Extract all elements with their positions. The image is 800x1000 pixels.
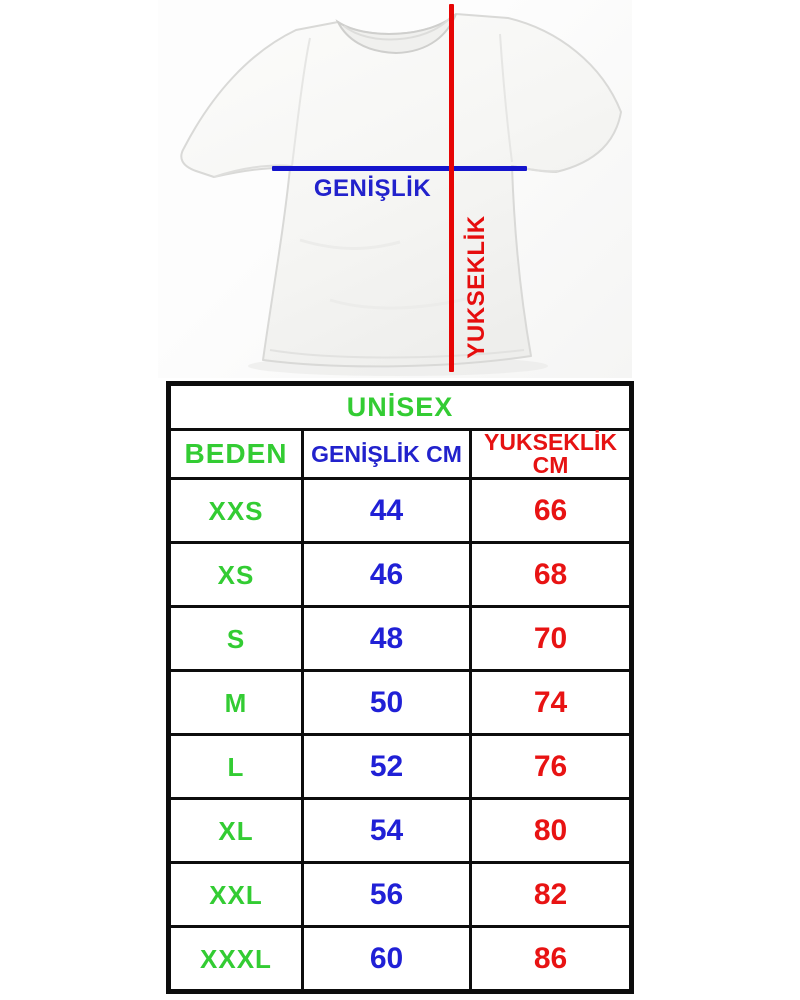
height-measure-line [449, 4, 454, 372]
tshirt-image [180, 13, 622, 376]
size-cell: XXS [167, 477, 304, 544]
size-cell: M [167, 669, 304, 736]
table-title-row: UNİSEX [166, 382, 634, 431]
width-cell: 48 [301, 605, 472, 672]
column-header-width-cm: GENİŞLİK CM [301, 428, 472, 480]
width-cell: 46 [301, 541, 472, 608]
table-row: M 50 74 [167, 669, 634, 736]
width-cell: 54 [301, 797, 472, 864]
size-cell: XXXL [167, 925, 304, 993]
table-row: XXS 44 66 [167, 477, 634, 544]
size-cell: S [167, 605, 304, 672]
height-cell: 66 [468, 477, 634, 544]
height-cell: 70 [468, 605, 634, 672]
height-cell: 76 [468, 733, 634, 800]
size-cell: XS [167, 541, 304, 608]
width-cell: 50 [301, 669, 472, 736]
width-cell: 44 [301, 477, 472, 544]
table-title: UNİSEX [166, 382, 634, 431]
table-row: XL 54 80 [167, 797, 634, 864]
width-cell: 52 [301, 733, 472, 800]
width-cell: 56 [301, 861, 472, 928]
table-row: XXXL 60 86 [167, 925, 634, 993]
size-guide-illustration: GENİŞLİK YUKSEKLİK [0, 0, 800, 380]
height-measure-label: YUKSEKLİK [463, 215, 490, 359]
width-cell: 60 [301, 925, 472, 993]
table-row: XS 46 68 [167, 541, 634, 608]
column-header-height-cm: YUKSEKLİK CM [468, 428, 634, 480]
column-header-size: BEDEN [167, 428, 304, 480]
width-measure-label: GENİŞLİK [313, 175, 432, 202]
size-cell: XXL [167, 861, 304, 928]
height-cell: 86 [468, 925, 634, 993]
table-header-row: BEDEN GENİŞLİK CM YUKSEKLİK CM [167, 428, 634, 480]
table-row: L 52 76 [167, 733, 634, 800]
size-chart-table: UNİSEX BEDEN GENİŞLİK CM YUKSEKLİK CM XX… [166, 381, 635, 994]
height-cell: 80 [468, 797, 634, 864]
width-measure-line [272, 166, 527, 171]
height-cell: 74 [468, 669, 634, 736]
size-cell: L [167, 733, 304, 800]
table-row: S 48 70 [167, 605, 634, 672]
size-cell: XL [167, 797, 304, 864]
height-cell: 68 [468, 541, 634, 608]
table-row: XXL 56 82 [167, 861, 634, 928]
height-cell: 82 [468, 861, 634, 928]
